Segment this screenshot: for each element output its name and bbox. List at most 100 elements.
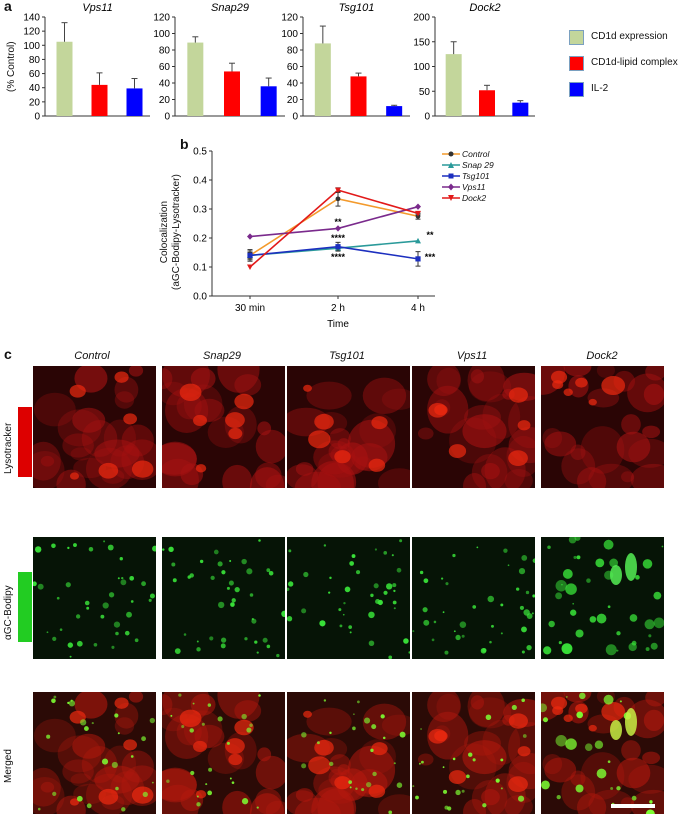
y-tick-label: 0.1 (193, 263, 207, 274)
bar-ylabel: (% Control) (6, 41, 17, 92)
green-puncta (531, 612, 534, 615)
green-puncta (353, 713, 355, 715)
green-puncta (541, 780, 550, 790)
bar-chart-title: Vps11 (82, 2, 112, 14)
green-puncta (76, 640, 83, 647)
col-title-tsg101: Tsg101 (329, 350, 365, 362)
green-puncta (392, 583, 397, 588)
green-puncta (472, 758, 476, 762)
red-blob (580, 426, 625, 474)
green-puncta (607, 605, 611, 609)
green-puncta (596, 768, 607, 779)
legend-swatch (569, 82, 584, 97)
green-puncta (120, 579, 127, 586)
green-puncta (349, 786, 352, 789)
green-puncta (329, 761, 334, 767)
green-puncta (442, 766, 445, 769)
red-blob (544, 431, 577, 457)
green-puncta (482, 803, 487, 808)
green-puncta (107, 544, 114, 551)
green-puncta (543, 646, 552, 655)
micrograph-image (162, 692, 285, 814)
green-puncta (246, 727, 252, 733)
bright-red-spot (508, 450, 528, 467)
red-blob (596, 366, 615, 378)
bright-red-spot (508, 387, 528, 403)
green-puncta (629, 614, 638, 622)
green-puncta (472, 605, 477, 609)
green-puncta (254, 640, 258, 644)
green-puncta (103, 540, 106, 543)
green-puncta (205, 783, 208, 786)
green-puncta (370, 748, 374, 753)
green-puncta (226, 586, 230, 590)
red-blob (34, 392, 76, 427)
bright-red-spot (193, 414, 207, 427)
green-puncta (209, 636, 214, 641)
red-blob (467, 366, 505, 401)
bright-red-spot (371, 416, 388, 430)
bright-red-spot (368, 458, 386, 472)
green-puncta (217, 716, 223, 722)
red-blob (57, 409, 102, 447)
green-puncta (229, 559, 232, 562)
green-puncta (192, 702, 195, 705)
green-puncta (111, 645, 115, 649)
green-puncta (594, 740, 604, 749)
bright-red-spot (368, 784, 386, 798)
green-puncta (452, 757, 456, 761)
green-puncta (365, 781, 372, 788)
green-puncta (234, 587, 240, 593)
red-blob (190, 693, 216, 716)
y-tick-label: 100 (281, 29, 298, 40)
red-blob (417, 427, 434, 440)
y-tick-label: 0 (292, 112, 298, 123)
green-puncta (149, 593, 155, 599)
bright-red-spot (588, 398, 597, 406)
lysotracker-color-bar (18, 407, 32, 477)
bar-legend: CD1d expression CD1d-lipid complex IL-2 (569, 30, 685, 100)
red-blob (255, 429, 285, 464)
green-puncta (84, 600, 90, 606)
bar (314, 43, 331, 116)
green-puncta (190, 770, 195, 776)
green-puncta (431, 638, 435, 642)
bar (386, 106, 403, 116)
green-puncta (130, 755, 134, 758)
red-blob (34, 718, 76, 753)
col-title-snap29: Snap29 (203, 350, 241, 362)
y-tick-label: 0.4 (193, 176, 207, 187)
red-blob (427, 366, 461, 397)
green-puncta (399, 539, 403, 543)
micrograph-image (287, 692, 410, 814)
green-puncta (84, 726, 89, 731)
green-puncta (323, 544, 327, 547)
green-puncta (555, 580, 567, 592)
series-dock2 (247, 187, 421, 270)
green-puncta (226, 741, 230, 745)
micrograph-image (412, 366, 535, 488)
green-puncta (65, 582, 71, 588)
y-tick-label: 80 (159, 46, 171, 57)
green-puncta (489, 640, 492, 644)
green-puncta (67, 642, 74, 648)
bright-red-spot (69, 384, 86, 398)
green-puncta (558, 640, 562, 645)
green-puncta (370, 593, 374, 598)
red-blob (287, 464, 319, 488)
green-puncta (396, 782, 403, 788)
green-puncta (500, 758, 504, 762)
green-puncta (631, 795, 637, 801)
green-puncta (548, 620, 555, 628)
green-puncta (91, 722, 94, 725)
green-puncta (368, 640, 375, 647)
green-puncta (181, 724, 185, 729)
micrograph-image (33, 366, 156, 488)
red-blob (481, 463, 500, 480)
green-puncta (80, 719, 87, 726)
green-puncta (149, 717, 155, 724)
bright-red-spot (179, 383, 202, 402)
green-puncta (555, 592, 563, 600)
green-puncta (171, 562, 176, 567)
green-puncta (338, 608, 342, 612)
